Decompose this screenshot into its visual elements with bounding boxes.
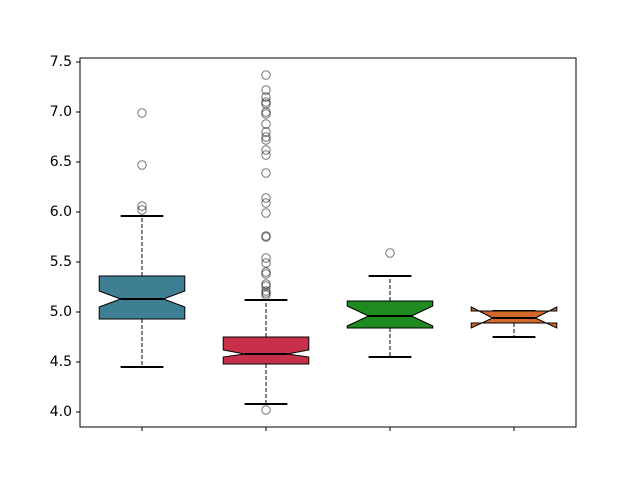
outlier bbox=[261, 267, 271, 277]
y-tick-label: 4.5 bbox=[50, 354, 72, 370]
outlier bbox=[261, 253, 271, 263]
box bbox=[222, 336, 310, 365]
outlier bbox=[261, 193, 271, 203]
outlier bbox=[261, 97, 271, 107]
outlier bbox=[261, 119, 271, 129]
outlier bbox=[261, 145, 271, 155]
outlier bbox=[261, 92, 271, 102]
outlier bbox=[261, 290, 271, 300]
outlier bbox=[261, 127, 271, 137]
outlier bbox=[261, 150, 271, 160]
outlier bbox=[261, 109, 271, 119]
outlier bbox=[137, 108, 147, 118]
outlier bbox=[385, 248, 395, 258]
outlier bbox=[137, 201, 147, 211]
outlier bbox=[261, 232, 271, 242]
outlier bbox=[261, 405, 271, 415]
outlier bbox=[261, 269, 271, 279]
outlier bbox=[261, 208, 271, 218]
outlier bbox=[261, 198, 271, 208]
outlier bbox=[261, 281, 271, 291]
y-tick-label: 6.5 bbox=[50, 154, 72, 170]
plot-frame bbox=[79, 57, 577, 428]
y-tick-label: 5.0 bbox=[50, 304, 72, 320]
y-tick-label: 7.0 bbox=[50, 104, 72, 120]
outlier bbox=[261, 168, 271, 178]
box bbox=[346, 300, 434, 329]
outlier bbox=[261, 70, 271, 80]
outlier bbox=[261, 85, 271, 95]
outlier bbox=[261, 132, 271, 142]
y-tick-label: 7.5 bbox=[50, 54, 72, 70]
box bbox=[98, 275, 186, 320]
outlier bbox=[137, 205, 147, 215]
outlier bbox=[137, 160, 147, 170]
outlier bbox=[261, 135, 271, 145]
y-tick-label: 6.0 bbox=[50, 204, 72, 220]
y-tick-label: 4.0 bbox=[50, 404, 72, 420]
y-tick-label: 5.5 bbox=[50, 254, 72, 270]
outlier bbox=[261, 258, 271, 268]
outlier bbox=[261, 107, 271, 117]
